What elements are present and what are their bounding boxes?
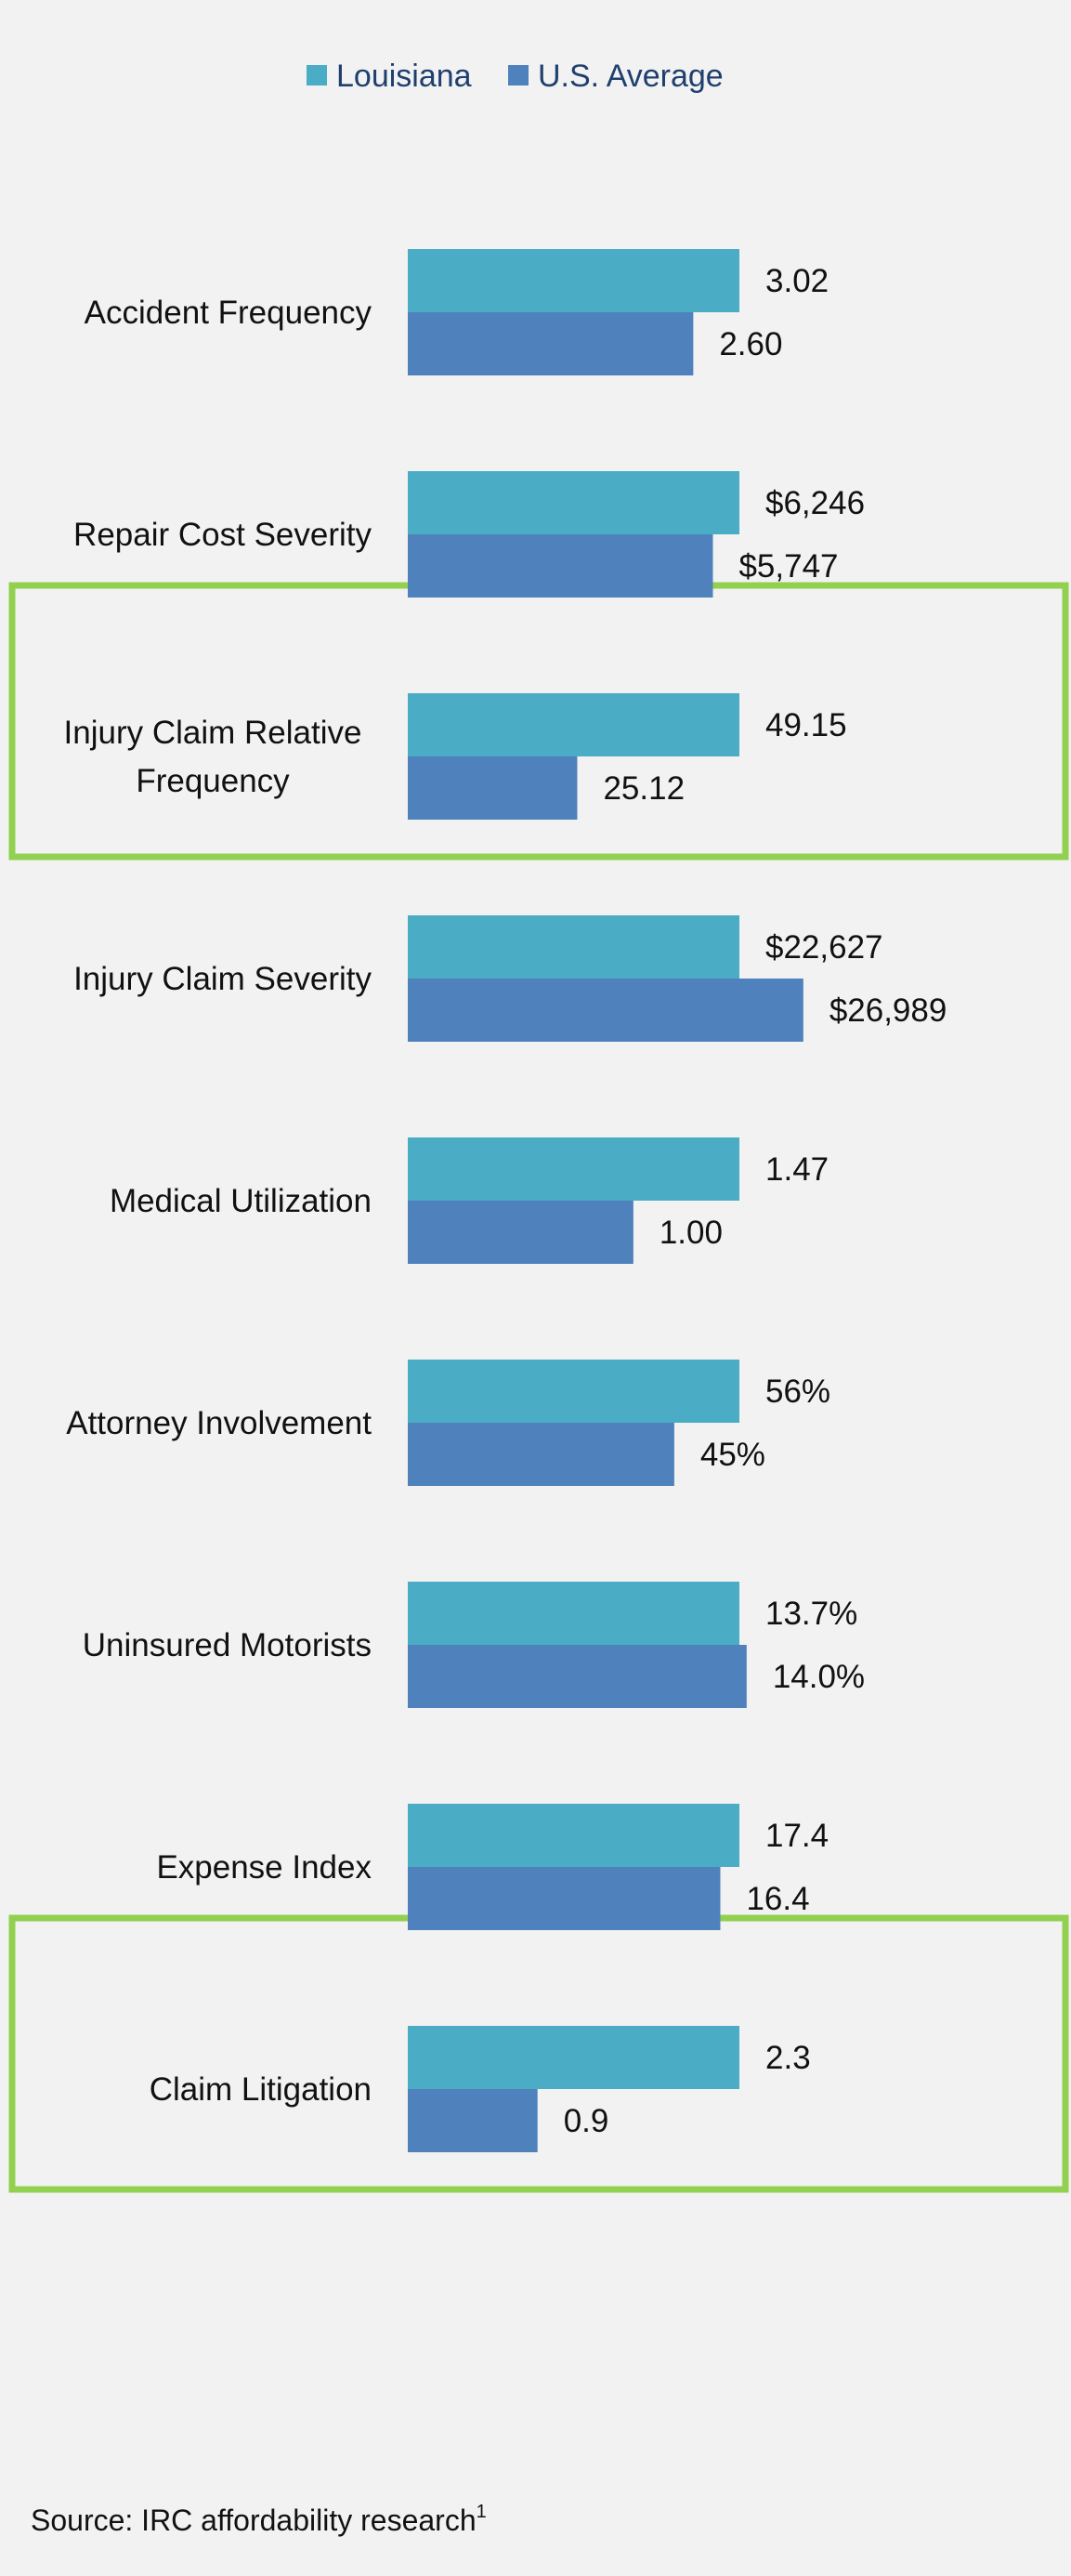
value-label-us-average-accident-frequency: 2.60 (719, 326, 782, 362)
bar-us-average-uninsured-motorists (408, 1645, 747, 1708)
bar-louisiana-attorney-involvement (408, 1360, 739, 1423)
category-label-injury-claim-severity: Injury Claim Severity (73, 961, 372, 997)
bar-us-average-attorney-involvement (408, 1423, 674, 1486)
bar-us-average-injury-claim-relative-frequency (408, 756, 578, 820)
bar-us-average-claim-litigation (408, 2089, 538, 2152)
category-label-injury-claim-relative-frequency-line-2: Frequency (136, 763, 290, 799)
legend-label-louisiana: Louisiana (336, 59, 472, 94)
source-note: Source: IRC affordability research1 (31, 2502, 487, 2537)
category-label-expense-index: Expense Index (156, 1849, 372, 1886)
value-label-us-average-medical-utilization: 1.00 (660, 1215, 723, 1251)
category-label-attorney-involvement: Attorney Involvement (66, 1405, 372, 1441)
bar-louisiana-injury-claim-relative-frequency (408, 693, 739, 756)
legend-label-us-average: U.S. Average (538, 59, 724, 94)
value-label-us-average-claim-litigation: 0.9 (564, 2103, 609, 2139)
labels-layer: 3.02 2.60 Accident Frequency $6,246 $5,747 Re… (64, 263, 947, 2139)
legend-swatch-louisiana (307, 65, 327, 85)
source-superscript: 1 (477, 2502, 487, 2522)
value-label-us-average-repair-cost-severity: $5,747 (738, 548, 838, 585)
category-label-injury-claim-relative-frequency-line-1: Injury Claim Relative (64, 715, 362, 751)
category-label-uninsured-motorists: Uninsured Motorists (83, 1627, 372, 1663)
category-label-accident-frequency: Accident Frequency (85, 295, 372, 331)
bar-louisiana-accident-frequency (408, 249, 739, 312)
value-label-louisiana-claim-litigation: 2.3 (765, 2040, 811, 2076)
bar-louisiana-medical-utilization (408, 1137, 739, 1201)
bar-louisiana-injury-claim-severity (408, 915, 739, 979)
value-label-louisiana-injury-claim-relative-frequency: 49.15 (765, 707, 847, 743)
legend-swatch-us-average (508, 65, 529, 85)
value-label-louisiana-attorney-involvement: 56% (765, 1373, 830, 1410)
category-label-claim-litigation: Claim Litigation (150, 2071, 372, 2108)
bar-us-average-repair-cost-severity (408, 534, 713, 598)
value-label-us-average-uninsured-motorists: 14.0% (773, 1659, 865, 1695)
value-label-louisiana-injury-claim-severity: $22,627 (765, 929, 883, 966)
bar-us-average-injury-claim-severity (408, 979, 803, 1042)
value-label-louisiana-expense-index: 17.4 (765, 1818, 829, 1854)
bar-us-average-medical-utilization (408, 1201, 633, 1264)
category-label-medical-utilization: Medical Utilization (110, 1183, 372, 1219)
bar-louisiana-claim-litigation (408, 2026, 739, 2089)
value-label-louisiana-repair-cost-severity: $6,246 (765, 485, 865, 521)
value-label-louisiana-medical-utilization: 1.47 (765, 1151, 829, 1188)
category-label-repair-cost-severity: Repair Cost Severity (73, 517, 372, 553)
value-label-us-average-expense-index: 16.4 (746, 1881, 809, 1917)
value-label-louisiana-accident-frequency: 3.02 (765, 263, 829, 299)
value-label-us-average-injury-claim-severity: $26,989 (829, 992, 947, 1029)
bar-us-average-expense-index (408, 1867, 721, 1930)
bar-louisiana-repair-cost-severity (408, 471, 739, 534)
bar-us-average-accident-frequency (408, 312, 694, 375)
source-text: Source: IRC affordability research (31, 2504, 477, 2537)
value-label-us-average-injury-claim-relative-frequency: 25.12 (603, 770, 685, 807)
value-label-us-average-attorney-involvement: 45% (700, 1437, 765, 1473)
bar-louisiana-expense-index (408, 1804, 739, 1867)
value-label-louisiana-uninsured-motorists: 13.7% (765, 1596, 857, 1632)
bars-layer (408, 249, 803, 2152)
bar-louisiana-uninsured-motorists (408, 1582, 739, 1645)
legend: Louisiana U.S. Average (307, 59, 724, 94)
